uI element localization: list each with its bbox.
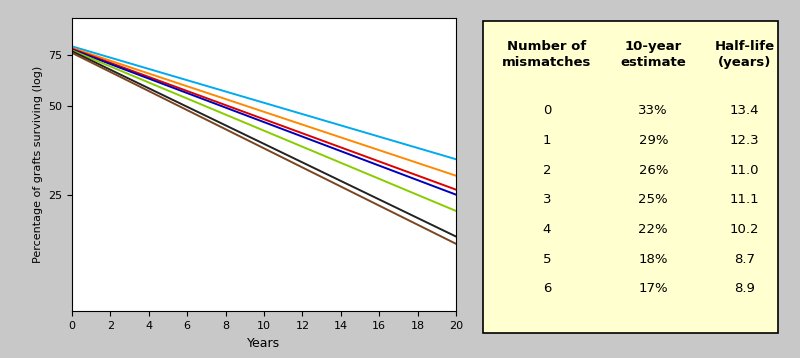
Text: 11.0: 11.0 [730, 164, 759, 177]
Text: 2: 2 [542, 164, 551, 177]
Text: 4: 4 [542, 223, 551, 236]
Text: 22%: 22% [638, 223, 668, 236]
Text: 0: 0 [542, 105, 551, 117]
Text: Half-life
(years): Half-life (years) [714, 40, 774, 69]
Text: 13.4: 13.4 [730, 105, 759, 117]
Text: 11.1: 11.1 [730, 193, 759, 207]
Text: 17%: 17% [638, 282, 668, 295]
Text: Number of
mismatches: Number of mismatches [502, 40, 591, 69]
Text: 18%: 18% [638, 253, 668, 266]
Y-axis label: Percentage of grafts surviving (log): Percentage of grafts surviving (log) [33, 66, 42, 263]
Text: 5: 5 [542, 253, 551, 266]
Text: 10.2: 10.2 [730, 223, 759, 236]
Text: 29%: 29% [638, 134, 668, 147]
Text: 6: 6 [542, 282, 551, 295]
Text: 8.9: 8.9 [734, 282, 755, 295]
Text: 12.3: 12.3 [730, 134, 759, 147]
Text: 25%: 25% [638, 193, 668, 207]
Text: 26%: 26% [638, 164, 668, 177]
Text: 8.7: 8.7 [734, 253, 755, 266]
X-axis label: Years: Years [247, 337, 281, 350]
Text: 10-year
estimate: 10-year estimate [621, 40, 686, 69]
Text: 33%: 33% [638, 105, 668, 117]
Text: 3: 3 [542, 193, 551, 207]
Text: 1: 1 [542, 134, 551, 147]
